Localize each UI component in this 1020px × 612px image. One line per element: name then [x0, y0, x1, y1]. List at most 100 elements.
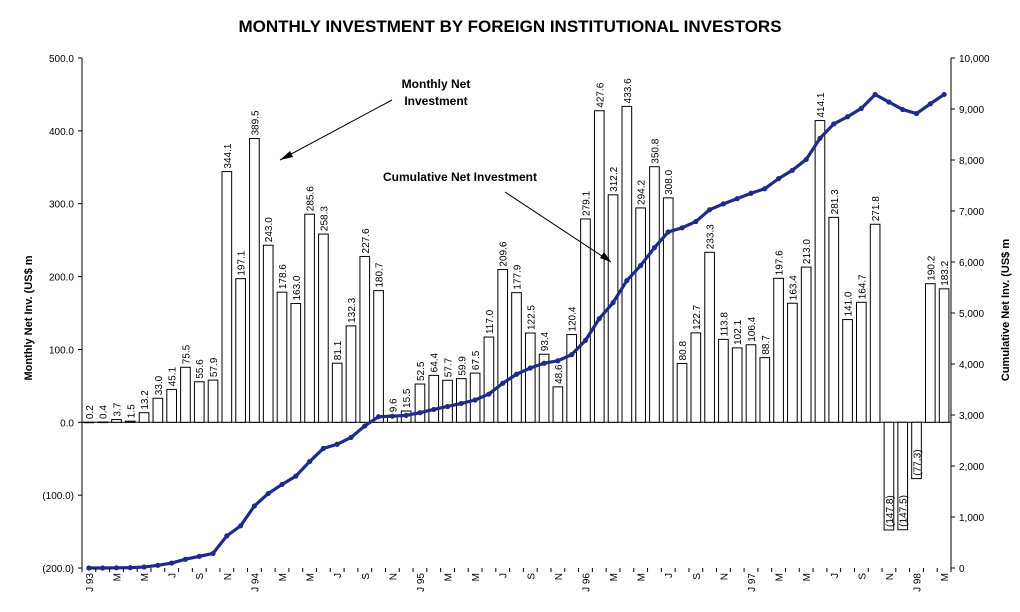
bar-data-label: 281.3: [830, 189, 841, 214]
left-tick-label: (200.0): [42, 564, 74, 575]
x-tick-label: J: [168, 573, 179, 578]
cumulative-point: [679, 225, 685, 231]
bar-data-label: 178.6: [278, 264, 289, 289]
cumulative-point: [610, 300, 616, 306]
bar-data-label: 190.2: [926, 255, 937, 280]
bar-data-label: (77.3): [913, 449, 924, 475]
cumulative-point: [334, 441, 340, 447]
x-tick-label: S: [361, 573, 372, 580]
x-tick-label: S: [857, 573, 868, 580]
cumulative-point: [638, 262, 644, 269]
x-tick-label: M: [112, 573, 123, 581]
cumulative-point: [472, 397, 478, 403]
cumulative-point: [513, 371, 520, 377]
bar: [704, 251, 715, 423]
cumulative-point: [624, 277, 630, 284]
x-tick-label: M: [775, 573, 786, 581]
x-tick-label: M: [471, 573, 482, 581]
bar: [166, 388, 177, 423]
bar: [207, 379, 219, 423]
cumulative-point: [872, 91, 878, 98]
annotation-cumulative: Cumulative Net Investment: [383, 170, 537, 184]
bar-data-label: 180.7: [375, 262, 386, 287]
ticks-layer: 500.0 400.0 300.0 200.0 100.0 0.0 (100.0) (200.…: [42, 54, 990, 592]
bar: [814, 120, 826, 423]
bar: [483, 336, 495, 423]
x-tick-label: J: [499, 573, 510, 578]
bar: [455, 378, 467, 423]
bar: [345, 325, 357, 423]
bar: [649, 166, 660, 423]
bar-data-label: 389.5: [250, 110, 261, 135]
bar-data-label: (147.8): [885, 495, 896, 527]
bar-data-label: 48.6: [554, 364, 565, 384]
cumulative-point: [858, 105, 864, 111]
bar-data-label: 3.7: [112, 402, 123, 416]
bar-data-label: 164.7: [857, 274, 868, 299]
bar: [152, 397, 164, 423]
cumulative-point: [775, 176, 782, 182]
x-tick-label: J: [333, 573, 344, 578]
bar-data-label: 163.0: [292, 275, 303, 300]
left-tick-label: 100.0: [49, 345, 74, 356]
bar-data-label: 67.5: [471, 350, 482, 370]
left-axis-title: Monthly Net Inv. (US$ m: [23, 255, 35, 380]
bar-data-label: 13.2: [140, 390, 151, 410]
cumulative-point: [279, 481, 285, 488]
annotation-monthly-line-2: Investment: [404, 94, 467, 108]
bar-data-label: (147.5): [899, 495, 910, 527]
bar-data-label: 433.6: [623, 78, 634, 103]
x-tick-label: J 93: [85, 573, 96, 592]
cumulative-point: [582, 337, 589, 343]
left-tick-label: (100.0): [42, 491, 74, 502]
cumulative-point: [251, 503, 258, 509]
bar-data-label: 258.3: [319, 206, 330, 231]
right-tick-label: 1,000: [959, 513, 984, 524]
x-tick-label: J 96: [581, 573, 592, 592]
right-tick-label: 4,000: [959, 360, 984, 371]
cumulative-point: [238, 523, 244, 529]
x-tick-label: J 94: [250, 573, 261, 592]
bar-data-label: 9.6: [388, 398, 399, 412]
bar-data-label: 88.7: [761, 335, 772, 355]
bar: [111, 419, 122, 423]
cumulative-point: [155, 562, 161, 568]
left-tick-label: 500.0: [49, 54, 74, 65]
bar-data-label: 117.0: [485, 309, 496, 334]
bar: [276, 291, 288, 423]
bar: [359, 255, 371, 423]
bar-data-label: 414.1: [816, 92, 827, 117]
bar-data-label: 0.2: [85, 405, 96, 419]
cumulative-point: [541, 360, 547, 366]
x-tick-label: S: [195, 573, 206, 580]
bar: [580, 218, 591, 423]
x-tick-label: M: [140, 573, 151, 581]
bar: [566, 334, 578, 423]
bar: [842, 319, 853, 423]
bar-data-label: 279.1: [581, 190, 592, 215]
bar-data-label: 102.1: [733, 319, 744, 344]
bar-data-label: 233.3: [706, 224, 717, 249]
bar: [497, 269, 509, 423]
bar: [83, 421, 95, 424]
bar-data-label: 350.8: [650, 138, 661, 163]
x-tick-label: J 95: [416, 573, 427, 592]
x-tick-label: N: [223, 573, 234, 580]
bar: [318, 233, 329, 423]
bar-data-label: 0.4: [99, 405, 110, 419]
bar-data-label: 183.2: [940, 260, 951, 285]
x-tick-label: M: [802, 573, 813, 581]
cumulative-point: [555, 358, 561, 364]
x-tick-label: M: [444, 573, 455, 581]
bar: [124, 420, 136, 423]
bar: [731, 347, 743, 423]
bar-data-label: 45.1: [168, 367, 179, 387]
bar-data-label: 59.9: [457, 356, 468, 376]
bar-data-label: 93.4: [540, 331, 551, 351]
bar-data-label: 243.0: [264, 217, 275, 242]
bar-data-label: 197.1: [237, 250, 248, 275]
cumulative-point: [127, 565, 133, 571]
cumulative-point: [224, 533, 230, 539]
x-tick-label: J 97: [747, 573, 758, 592]
